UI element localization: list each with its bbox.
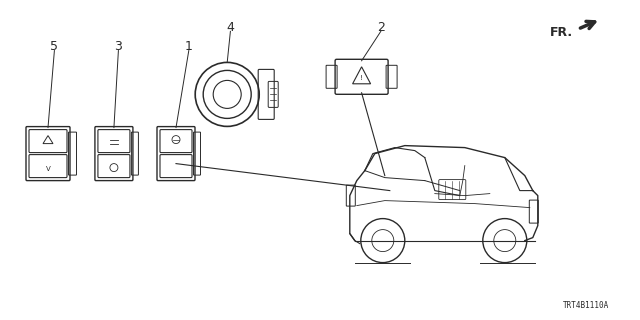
Text: FR.: FR. (550, 26, 573, 39)
Text: 5: 5 (51, 40, 58, 53)
Text: !: ! (360, 75, 363, 81)
Text: 2: 2 (377, 21, 385, 34)
Text: V: V (45, 166, 51, 172)
Text: TRT4B1110A: TRT4B1110A (563, 301, 609, 310)
Text: 3: 3 (115, 40, 122, 53)
Text: 4: 4 (227, 21, 234, 34)
Text: 1: 1 (185, 40, 193, 53)
